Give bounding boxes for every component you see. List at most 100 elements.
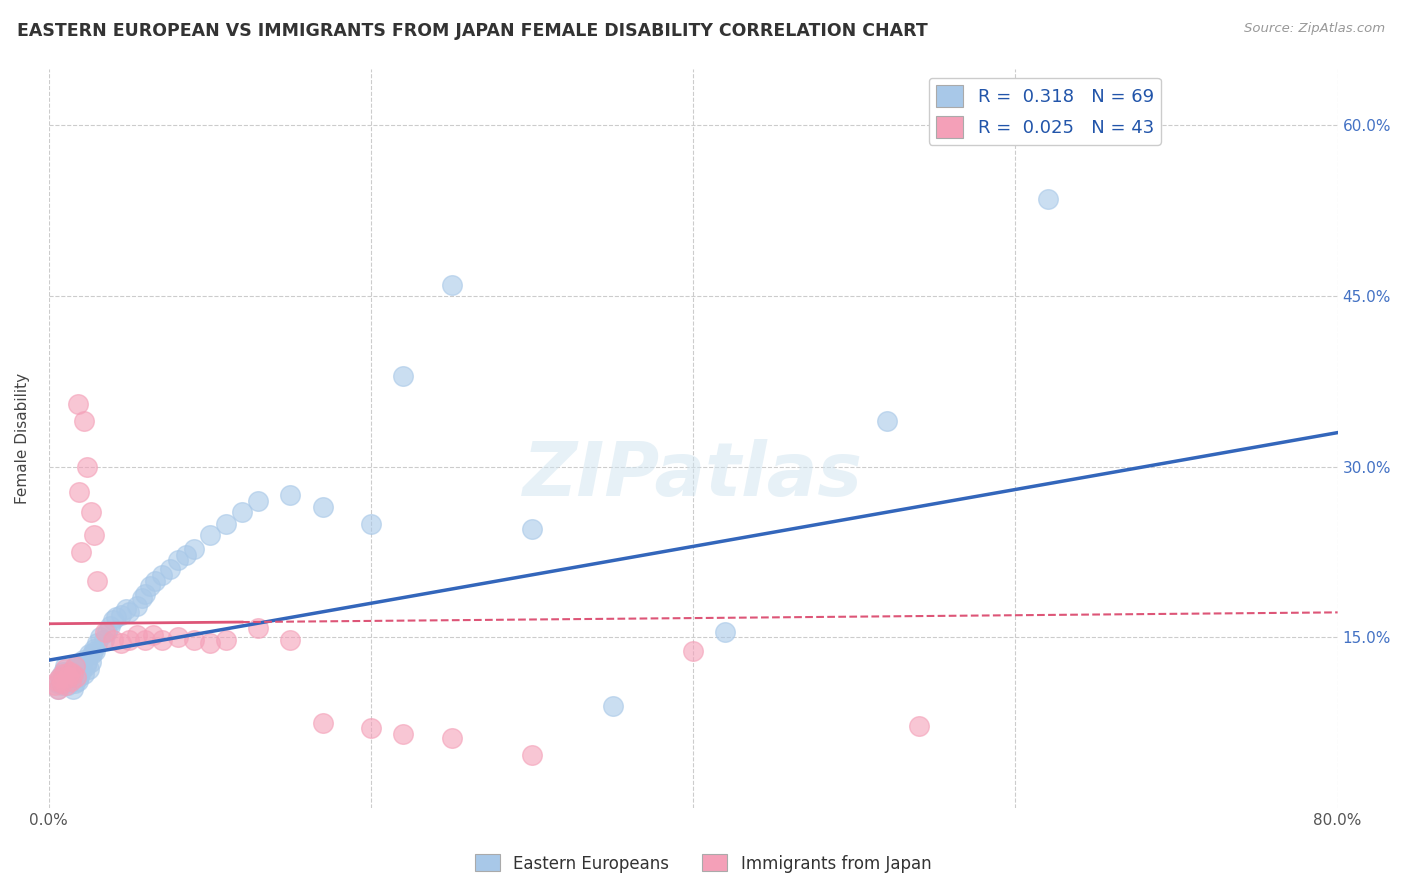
Point [93, 632, 115, 647]
Point [49, 670, 72, 684]
Point [67, 670, 90, 684]
Point [183, 632, 205, 647]
Point [56, 670, 79, 684]
Point [77, 662, 100, 676]
Point [311, 715, 333, 730]
Point [198, 636, 221, 650]
Point [360, 722, 382, 736]
Point [86, 636, 108, 650]
Point [714, 624, 737, 639]
Point [440, 277, 463, 292]
Point [73, 414, 96, 428]
Point [131, 591, 153, 605]
Point [52, 666, 75, 681]
Point [53, 658, 76, 673]
Point [48, 681, 70, 696]
Point [75, 658, 97, 673]
Point [65, 666, 87, 681]
Point [118, 606, 141, 620]
Point [143, 574, 166, 588]
Point [70, 665, 93, 679]
Point [134, 587, 156, 601]
Point [66, 673, 89, 688]
Point [67, 484, 90, 499]
Point [52, 665, 75, 679]
Point [247, 621, 270, 635]
Legend: Eastern Europeans, Immigrants from Japan: Eastern Europeans, Immigrants from Japan [468, 847, 938, 880]
Point [63, 670, 86, 684]
Point [70, 545, 93, 559]
Point [53, 662, 76, 676]
Point [127, 599, 149, 613]
Point [907, 719, 929, 733]
Point [62, 662, 84, 676]
Point [82, 648, 104, 662]
Point [215, 516, 238, 531]
Point [118, 632, 141, 647]
Point [215, 632, 238, 647]
Point [60, 673, 83, 688]
Point [94, 624, 117, 639]
Point [51, 676, 73, 690]
Point [55, 673, 77, 688]
Point [62, 666, 84, 681]
Y-axis label: Female Disability: Female Disability [15, 373, 30, 504]
Point [67, 666, 90, 681]
Point [139, 579, 162, 593]
Point [174, 549, 197, 563]
Point [1036, 193, 1059, 207]
Point [231, 505, 253, 519]
Point [49, 670, 72, 684]
Point [311, 500, 333, 514]
Point [98, 619, 121, 633]
Point [150, 632, 173, 647]
Point [84, 644, 107, 658]
Point [63, 658, 86, 673]
Point [392, 368, 415, 383]
Point [59, 673, 82, 688]
Point [134, 632, 156, 647]
Point [73, 666, 96, 681]
Point [682, 644, 704, 658]
Point [76, 459, 98, 474]
Point [166, 553, 188, 567]
Point [48, 681, 70, 696]
Point [59, 665, 82, 679]
Point [65, 658, 87, 673]
Point [53, 666, 76, 681]
Point [79, 656, 101, 670]
Point [150, 567, 173, 582]
Point [45, 676, 67, 690]
Point [440, 731, 463, 745]
Point [127, 628, 149, 642]
Point [103, 632, 125, 647]
Point [70, 658, 93, 673]
Point [44, 678, 66, 692]
Point [65, 670, 87, 684]
Point [72, 653, 94, 667]
Point [62, 681, 84, 696]
Point [55, 678, 77, 692]
Point [280, 632, 302, 647]
Legend: R =  0.318   N = 69, R =  0.025   N = 43: R = 0.318 N = 69, R = 0.025 N = 43 [929, 78, 1161, 145]
Point [60, 666, 83, 681]
Point [59, 665, 82, 679]
Point [96, 624, 118, 639]
Text: Source: ZipAtlas.com: Source: ZipAtlas.com [1244, 22, 1385, 36]
Point [115, 602, 138, 616]
Point [86, 574, 108, 588]
Point [63, 676, 86, 690]
Point [79, 505, 101, 519]
Point [66, 397, 89, 411]
Point [110, 636, 132, 650]
Point [520, 522, 543, 536]
Point [142, 628, 165, 642]
Point [66, 665, 89, 679]
Point [103, 613, 125, 627]
Point [392, 727, 415, 741]
Text: EASTERN EUROPEAN VS IMMIGRANTS FROM JAPAN FEMALE DISABILITY CORRELATION CHART: EASTERN EUROPEAN VS IMMIGRANTS FROM JAPA… [17, 22, 928, 40]
Point [56, 678, 79, 692]
Point [159, 562, 181, 576]
Point [105, 610, 128, 624]
Text: ZIPatlas: ZIPatlas [523, 439, 863, 512]
